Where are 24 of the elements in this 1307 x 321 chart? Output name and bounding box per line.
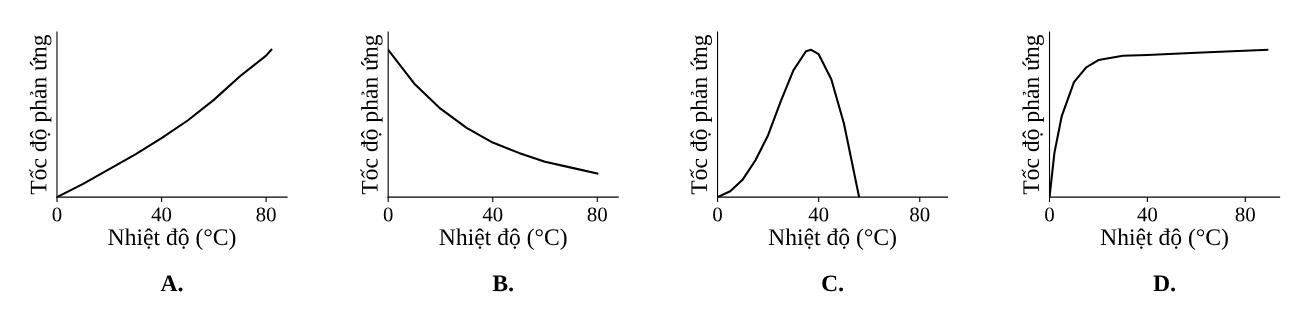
text: A. [160, 275, 183, 292]
x-tick-label: 80 [1235, 207, 1255, 222]
x-axis-title: Nhiệt độ (°C) [1100, 228, 1228, 250]
x-tick-label: 0 [52, 207, 62, 222]
text: B. [492, 275, 513, 292]
x-tick-label: 0 [383, 207, 393, 222]
x-axis-title: Nhiệt độ (°C) [768, 228, 896, 250]
y-axis-title: Tốc độ phản ứng [360, 34, 383, 195]
x-tick-label: 80 [256, 207, 276, 222]
x-axis-title: Nhiệt độ (°C) [108, 228, 236, 250]
x-tick-label: 80 [910, 207, 930, 222]
x-tick-label: 0 [1045, 207, 1054, 222]
y-axis-title: Tốc độ phản ứng [689, 34, 712, 195]
y-axis-title: Tốc độ phản ứng [1021, 34, 1044, 195]
x-tick-label: 0 [713, 207, 722, 222]
x-tick-label: 40 [151, 207, 172, 222]
x-tick-label: 40 [808, 207, 829, 222]
text: C. [822, 275, 843, 292]
x-tick-label: 80 [587, 207, 607, 222]
x-axis-title: Nhiệt độ (°C) [439, 228, 567, 250]
text: D. [1153, 275, 1175, 292]
x-tick-label: 40 [1137, 207, 1158, 222]
x-tick-label: 40 [482, 207, 503, 222]
y-axis-title: Tốc độ phản ứng [29, 34, 52, 195]
